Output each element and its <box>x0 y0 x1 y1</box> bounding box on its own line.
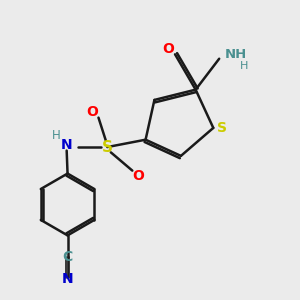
Text: NH: NH <box>224 48 247 61</box>
Text: H: H <box>240 61 248 71</box>
Text: N: N <box>61 138 73 152</box>
Text: N: N <box>62 272 74 286</box>
Text: O: O <box>163 42 175 56</box>
Text: S: S <box>102 140 113 154</box>
Text: O: O <box>132 169 144 184</box>
Text: S: S <box>217 121 226 135</box>
Text: C: C <box>62 250 73 265</box>
Text: O: O <box>87 105 98 119</box>
Text: H: H <box>51 129 60 142</box>
